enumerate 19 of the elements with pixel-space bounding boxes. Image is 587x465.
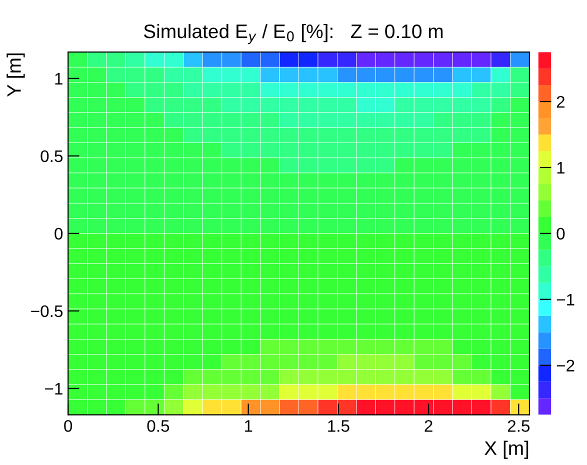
x-tick-label: 1.5 — [328, 420, 350, 432]
x-tick-label: 2 — [424, 420, 432, 432]
x-tick-label: 2.5 — [508, 420, 530, 432]
x-axis-title: X [m] — [484, 440, 528, 459]
x-tick-label: 0.5 — [147, 420, 170, 432]
color-bar-label: 0 — [556, 228, 565, 240]
y-tick-label: 0.5 — [40, 150, 63, 162]
chart-title: Simulated E$_{y}$ / E$_{0}$ [%]: Z = 0.10 m — [144, 24, 443, 44]
x-tick-label: 1 — [244, 420, 252, 432]
color-bar-label: −1 — [556, 294, 574, 306]
color-bar-label: −2 — [556, 360, 574, 372]
y-tick-label: −0.5 — [31, 305, 63, 318]
color-bar-label: 1 — [557, 162, 565, 174]
color-bar-label: 2 — [556, 96, 564, 108]
x-tick-label: 0 — [64, 420, 72, 432]
y-axis-title: Y [m] — [6, 53, 25, 97]
y-tick-label: 0 — [54, 228, 63, 240]
y-tick-label: 1 — [55, 73, 62, 84]
y-tick-label: −1 — [45, 383, 62, 394]
